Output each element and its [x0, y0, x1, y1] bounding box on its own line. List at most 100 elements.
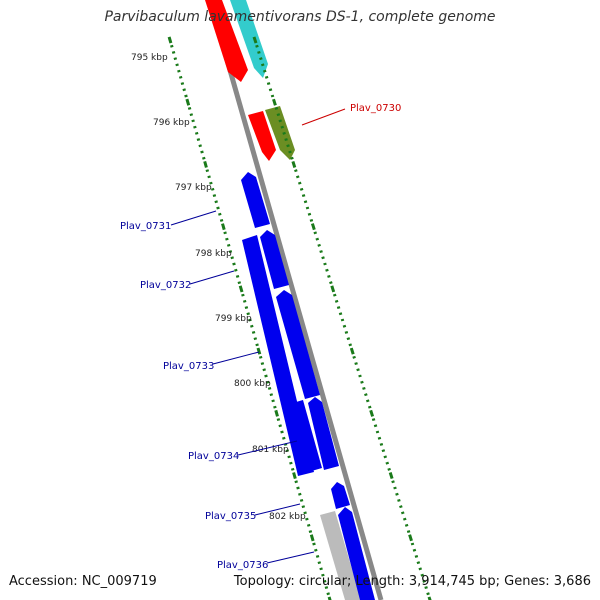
- scale-tick: [427, 596, 432, 600]
- scale-tick: [406, 530, 411, 534]
- leader-0730: [301, 108, 346, 126]
- scale-label-797: 797 kbp: [175, 183, 212, 193]
- scale-tick: [305, 517, 309, 521]
- scale-tick: [314, 548, 318, 552]
- scale-tick: [329, 281, 333, 285]
- scale-tick: [360, 380, 364, 384]
- leader-0732: [189, 270, 235, 285]
- gene-label-plav-0733[interactable]: Plav_0733: [163, 361, 214, 372]
- scale-tick: [184, 94, 188, 98]
- scale-tick: [235, 274, 240, 278]
- scale-tick: [369, 409, 375, 417]
- scale-tick: [255, 343, 259, 347]
- scale-tick: [422, 579, 426, 583]
- scale-tick: [280, 430, 284, 434]
- scale-tick: [209, 181, 213, 185]
- scale-tick: [274, 409, 279, 417]
- scale-tick: [400, 511, 405, 515]
- scale-tick: [309, 218, 314, 222]
- gene-label-plav-0730[interactable]: Plav_0730: [350, 103, 401, 114]
- scale-tick: [264, 75, 269, 79]
- scale-tick: [250, 324, 254, 328]
- scale-tick: [342, 324, 347, 328]
- scale-tick: [226, 243, 231, 247]
- gene-grey-0736: [320, 511, 361, 600]
- scale-tick: [228, 250, 233, 254]
- scale-tick: [332, 293, 337, 297]
- scale-tick: [388, 472, 394, 480]
- scale-tick: [340, 318, 345, 322]
- scale-tick: [210, 187, 215, 191]
- genome-backbone: [207, 0, 384, 600]
- scale-tick: [315, 554, 320, 558]
- scale-tick: [189, 113, 194, 117]
- scale-tick: [246, 312, 250, 316]
- scale-tick: [399, 505, 403, 509]
- scale-tick: [309, 534, 315, 542]
- gene-label-plav-0731[interactable]: Plav_0731: [120, 221, 171, 232]
- gene-label-plav-0734[interactable]: Plav_0734: [188, 451, 239, 462]
- scale-tick: [327, 596, 332, 600]
- leader-0735: [254, 503, 301, 516]
- scale-tick: [266, 380, 270, 384]
- scale-ticks-inner: [167, 36, 332, 600]
- scale-tick: [262, 368, 266, 372]
- scale-tick: [327, 274, 331, 278]
- scale-tick: [218, 212, 222, 216]
- scale-tick: [322, 579, 327, 583]
- scale-tick: [377, 436, 382, 440]
- scale-tick: [171, 50, 176, 54]
- scale-tick: [317, 561, 322, 565]
- leader-0733: [212, 351, 260, 365]
- scale-tick: [387, 467, 391, 471]
- scale-tick: [317, 243, 321, 247]
- gene-label-plav-0735[interactable]: Plav_0735: [205, 511, 256, 522]
- scale-tick: [379, 442, 384, 446]
- scale-label-801: 801 kbp: [252, 445, 289, 455]
- scale-tick: [273, 405, 277, 409]
- leader-0731: [170, 210, 217, 226]
- scale-tick: [264, 374, 268, 378]
- scale-tick: [305, 206, 310, 210]
- scale-tick: [170, 44, 174, 48]
- genome-stats: Topology: circular; Length: 3,914,745 bp…: [233, 574, 591, 589]
- scale-tick: [241, 293, 245, 297]
- gene-blue-0734b: [308, 397, 339, 470]
- scale-tick: [299, 187, 304, 191]
- scale-tick: [301, 194, 306, 198]
- scale-tick: [358, 374, 362, 378]
- scale-tick: [319, 250, 323, 254]
- scale-tick: [375, 430, 380, 434]
- scale-tick: [230, 256, 234, 260]
- scale-tick: [280, 125, 285, 129]
- gene-blue-0735: [331, 482, 350, 509]
- scale-tick: [255, 44, 259, 48]
- scale-tick: [348, 343, 353, 347]
- gene-label-plav-0736[interactable]: Plav_0736: [217, 560, 268, 571]
- scale-tick: [266, 82, 271, 86]
- gene-label-plav-0732[interactable]: Plav_0732: [140, 280, 191, 291]
- page-title: Parvibaculum lavamentivorans DS-1, compl…: [104, 9, 496, 25]
- scale-tick: [381, 449, 386, 453]
- scale-tick: [223, 231, 227, 235]
- scale-tick: [383, 455, 388, 459]
- gene-blue-0736: [338, 507, 375, 600]
- scale-tick: [259, 57, 263, 61]
- scale-tick: [310, 223, 316, 231]
- scale-tick: [278, 424, 282, 428]
- scale-tick: [253, 337, 258, 341]
- scale-tick: [319, 567, 323, 571]
- scale-tick: [395, 492, 399, 496]
- scale-tick: [191, 119, 195, 123]
- scale-tick: [289, 461, 293, 465]
- scale-label-799: 799 kbp: [215, 314, 252, 324]
- scale-tick: [276, 113, 281, 117]
- scale-tick: [269, 393, 274, 397]
- scale-tick: [298, 492, 302, 496]
- scale-tick: [288, 150, 292, 154]
- scale-tick: [173, 57, 178, 61]
- scale-tick: [416, 561, 421, 565]
- scale-tick: [194, 131, 199, 135]
- scale-tick: [200, 150, 204, 154]
